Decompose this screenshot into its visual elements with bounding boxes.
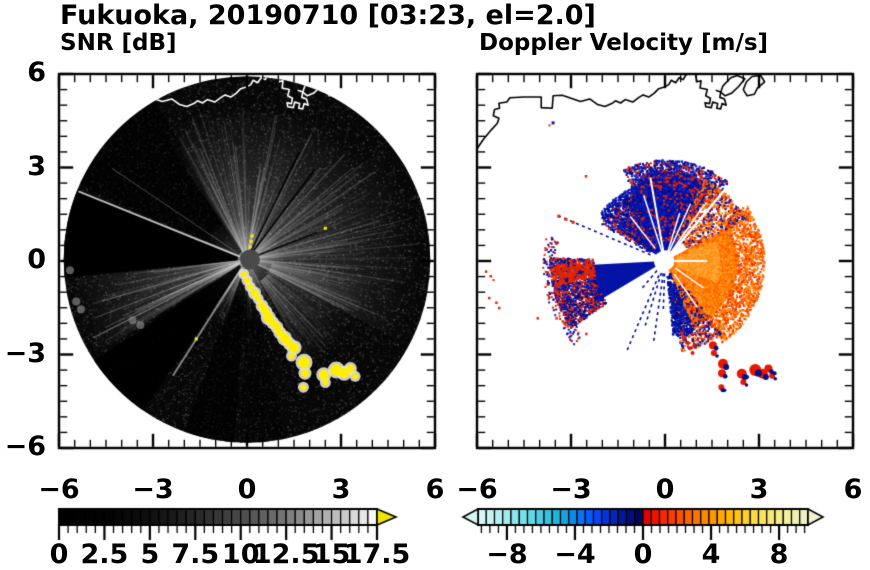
- snr-colorbar-tick-label: 12.5: [252, 539, 320, 570]
- velocity-colorbar-tick-label: 4: [701, 539, 721, 570]
- y-tick-label: −3: [4, 337, 46, 369]
- snr-panel-title: SNR [dB]: [60, 30, 177, 56]
- x-tick-label: 3: [749, 474, 769, 505]
- y-tick-label: −6: [4, 431, 46, 462]
- figure-title: Fukuoka, 20190710 [03:23, el=2.0]: [60, 0, 596, 31]
- velocity-panel-title: Doppler Velocity [m/s]: [479, 30, 769, 56]
- x-tick-label: 0: [237, 474, 257, 505]
- snr-colorbar-tick-label: 2.5: [80, 539, 129, 570]
- snr-colorbar-tick-label: 17.5: [343, 539, 411, 570]
- velocity-colorbar-tick-label: 0: [633, 539, 653, 570]
- x-tick-label: 6: [843, 474, 863, 505]
- snr-colorbar-tick-label: 10: [221, 539, 260, 570]
- x-tick-label: 0: [655, 474, 675, 505]
- x-tick-label: −6: [456, 474, 498, 505]
- x-tick-label: 3: [331, 474, 351, 505]
- snr-colorbar-tick-label: 15: [312, 539, 351, 570]
- x-tick-label: −6: [38, 474, 80, 505]
- velocity-colorbar-tick-label: −8: [486, 539, 528, 570]
- y-tick-label: 6: [27, 57, 46, 88]
- x-tick-label: −3: [550, 474, 592, 505]
- velocity-colorbar-tick-label: 8: [769, 539, 789, 570]
- snr-colorbar-tick-label: 7.5: [171, 539, 220, 570]
- snr-colorbar-tick-label: 0: [49, 539, 69, 570]
- x-tick-label: 6: [425, 474, 445, 505]
- velocity-colorbar-tick-label: −4: [554, 539, 596, 570]
- x-tick-label: −3: [132, 474, 174, 505]
- y-tick-label: 0: [27, 244, 46, 275]
- y-tick-label: 3: [27, 150, 46, 182]
- snr-colorbar-tick-label: 5: [140, 539, 160, 570]
